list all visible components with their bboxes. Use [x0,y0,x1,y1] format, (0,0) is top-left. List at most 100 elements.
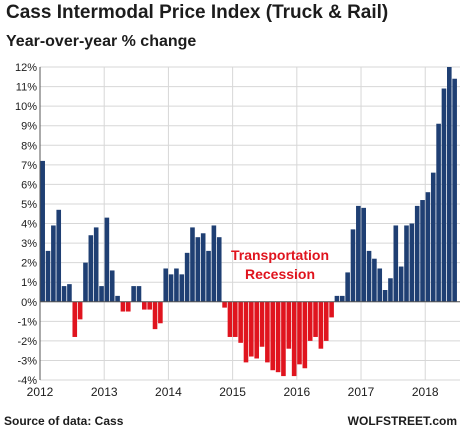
bar [307,301,313,341]
y-tick-label: -1% [17,316,37,328]
chart-subtitle: Year-over-year % change [6,33,197,50]
annotation-text: Transportation [231,247,329,263]
bar [356,205,361,302]
bar [93,227,99,302]
brand-label: WOLFSTREET.com [347,414,457,428]
bar [249,301,254,357]
x-tick-label: 2018 [412,385,439,399]
y-tick-label: 12% [15,62,37,74]
bar [361,207,366,302]
y-tick-label: 10% [15,101,37,113]
y-tick-label: -4% [17,375,37,387]
y-tick-label: 9% [21,121,37,133]
bar-chart: -4% -3% -2% -1% 0% 1% 2% 3% 4% 5% 6% 7% 8% 9% 10% 11% 12… [15,62,460,399]
bar [243,301,249,363]
bar [227,301,233,337]
y-tick-label: -2% [17,336,37,348]
bar [420,200,425,302]
y-tick-label: 0% [21,297,37,309]
bar [436,123,441,302]
bar [67,284,72,302]
y-tick-label: 4% [21,219,37,231]
bar [88,235,94,302]
bar [99,286,104,302]
bar [345,272,350,302]
bar [163,268,169,302]
bar [366,250,372,302]
bar [318,301,324,349]
axis-labels: -4% -3% -2% -1% 0% 1% 2% 3% 4% 5% 6% 7% 8% 9% 10% 11% 12… [15,62,439,399]
bar [61,286,67,302]
bar [297,301,302,365]
y-tick-label: 2% [21,258,37,270]
bar [136,286,142,302]
bar [329,301,334,318]
bar [265,301,270,363]
bar [409,223,415,302]
bar [441,88,447,302]
axes [39,67,460,380]
bars [40,67,457,377]
bar [270,301,276,371]
annotation-text: Recession [245,266,315,282]
bar [152,301,158,330]
bar [131,286,136,302]
x-tick-label: 2014 [155,385,182,399]
bar [372,258,377,302]
bar [382,290,388,302]
y-tick-label: -3% [17,355,37,367]
bar [430,172,436,302]
bar [334,295,340,302]
x-tick-label: 2016 [283,385,310,399]
x-tick-label: 2012 [27,385,54,399]
bar [109,270,115,302]
bar [184,252,190,302]
bar [147,301,152,310]
bar [452,78,457,302]
bar [216,237,222,302]
bar [398,266,404,302]
bar [281,301,286,377]
bar [56,209,62,302]
bar [45,250,51,302]
y-tick-label: 1% [21,277,37,289]
bar [72,301,78,337]
bar [125,301,131,312]
y-tick-label: 3% [21,238,37,250]
bar [190,227,195,302]
bar [313,301,318,337]
bar [200,233,206,302]
bar [206,250,211,302]
bar [222,301,227,308]
bar [174,268,179,302]
bar [414,205,420,302]
bar [104,217,110,302]
bar [286,301,292,349]
bar [168,274,174,302]
bar [77,301,83,320]
bar [339,295,345,302]
bar [302,301,308,369]
bar [393,225,399,302]
y-tick-label: 11% [16,82,37,94]
bar [195,237,201,302]
bar [158,301,163,324]
bar [425,192,431,302]
chart-title: Cass Intermodal Price Index (Truck & Rai… [6,2,389,23]
bar [388,278,393,302]
x-tick-label: 2013 [91,385,118,399]
grid-lines [39,66,460,381]
bar [40,160,45,302]
bar [275,301,281,373]
bar [350,229,356,302]
bar [115,295,120,302]
bar [291,301,297,377]
x-tick-label: 2015 [219,385,246,399]
source-note: Source of data: Cass [4,414,124,428]
bar [323,301,329,341]
bar [211,225,217,302]
y-tick-label: 5% [21,199,37,211]
bar [259,301,265,347]
annotation: Transportation Recession [231,247,329,282]
y-tick-label: 8% [21,140,37,152]
